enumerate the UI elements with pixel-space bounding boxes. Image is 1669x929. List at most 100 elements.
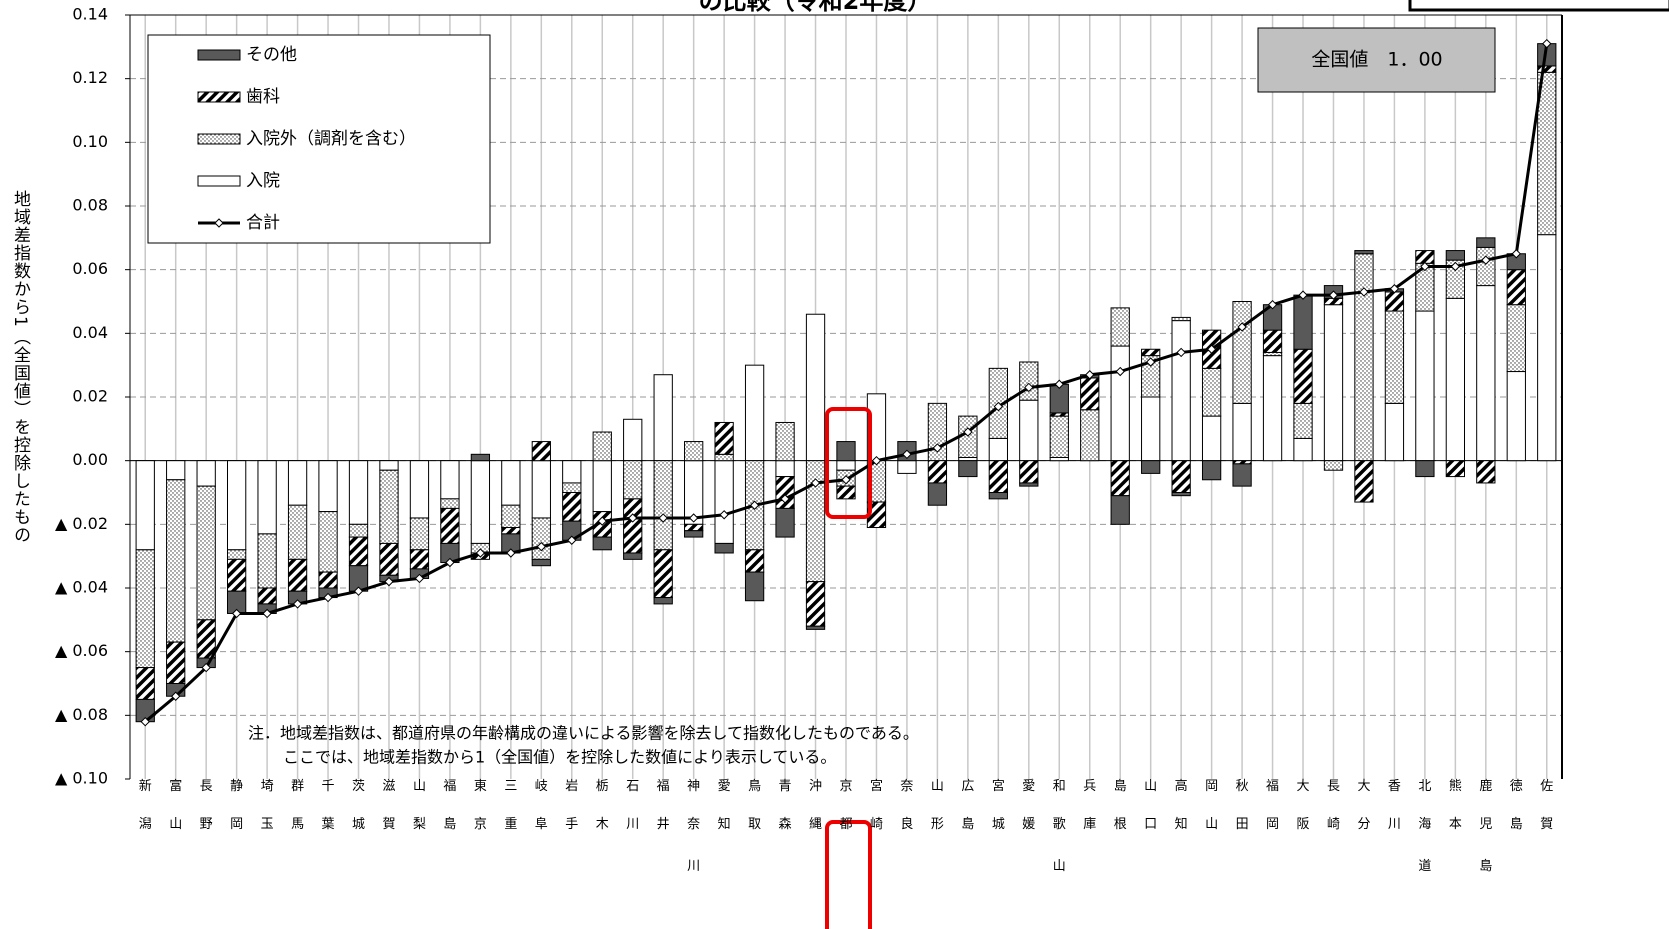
x-tick-label: 宮崎 bbox=[870, 778, 883, 832]
annotation: 全国値 1．00 bbox=[1311, 49, 1442, 71]
bar-segment bbox=[958, 460, 978, 478]
bar-segment bbox=[1415, 250, 1435, 264]
total-marker bbox=[719, 510, 729, 520]
x-tick-label: 広島 bbox=[961, 779, 974, 832]
x-tick-label: 岡山 bbox=[1205, 779, 1218, 832]
bar-segment bbox=[988, 492, 1008, 500]
bar-segment bbox=[1445, 250, 1466, 261]
x-tick-label: 沖縄 bbox=[809, 779, 822, 832]
bar-segment bbox=[135, 460, 155, 551]
bar-segment bbox=[1019, 460, 1039, 484]
total-marker bbox=[1298, 290, 1308, 300]
legend-swatch bbox=[197, 175, 241, 187]
x-tick-label: 京都 bbox=[839, 779, 852, 832]
legend-label: 歯科 bbox=[246, 87, 280, 107]
x-tick-label: 新潟 bbox=[139, 778, 152, 832]
bar-segment bbox=[744, 549, 765, 573]
bar-segment bbox=[440, 460, 460, 500]
bar-segment bbox=[531, 558, 551, 567]
bar-segment bbox=[166, 479, 186, 643]
plot-area bbox=[125, 14, 1563, 780]
bar-segment bbox=[744, 571, 765, 602]
x-tick-label: 福岡 bbox=[1266, 779, 1279, 832]
total-marker bbox=[1054, 379, 1064, 389]
bar-segment bbox=[196, 485, 216, 621]
bar-segment bbox=[440, 507, 460, 544]
bar-segment bbox=[1141, 396, 1161, 462]
bar-segment bbox=[1323, 304, 1344, 462]
x-tick-label: 佐賀 bbox=[1540, 779, 1553, 832]
bar-segment bbox=[1201, 367, 1222, 417]
total-marker bbox=[567, 535, 577, 545]
bar-segment bbox=[775, 460, 795, 478]
chart-title: の比較（令和2年度） bbox=[699, 0, 932, 15]
bar-segment bbox=[379, 469, 399, 544]
x-tick-label: 山形 bbox=[931, 779, 944, 832]
x-tick-label: 滋賀 bbox=[382, 779, 395, 832]
bar-segment bbox=[1019, 361, 1039, 401]
bar-segment bbox=[562, 482, 582, 494]
total-marker bbox=[658, 513, 668, 523]
frame-fragment bbox=[1408, 0, 1669, 12]
total-marker bbox=[1511, 249, 1522, 259]
bar-segment bbox=[744, 364, 765, 462]
total-marker bbox=[292, 599, 303, 609]
bar-segment bbox=[318, 571, 338, 589]
bar-segment bbox=[1110, 460, 1130, 497]
legend-swatch bbox=[197, 49, 241, 61]
bar-segment bbox=[287, 504, 308, 560]
total-marker bbox=[140, 716, 150, 727]
x-tick-label: 長野 bbox=[200, 779, 213, 832]
bar-segment bbox=[1110, 345, 1130, 462]
total-marker bbox=[1176, 347, 1186, 358]
total-marker bbox=[1267, 299, 1278, 310]
total-marker bbox=[1085, 370, 1095, 380]
y-tick-label: ▲ 0.08 bbox=[55, 705, 108, 724]
bar-segment bbox=[623, 498, 643, 554]
total-marker bbox=[475, 548, 486, 558]
total-marker bbox=[384, 576, 394, 587]
x-tick-label: 大阪 bbox=[1297, 779, 1310, 832]
bar-segment bbox=[379, 460, 399, 471]
x-tick-label: 鹿児島 bbox=[1479, 778, 1492, 874]
total-marker bbox=[1024, 382, 1034, 393]
bar-segment bbox=[1506, 371, 1526, 462]
bar-segment bbox=[135, 549, 155, 669]
bar-segment bbox=[592, 460, 612, 513]
total-marker bbox=[871, 455, 882, 466]
bar-segment bbox=[1476, 285, 1496, 462]
bar-segment bbox=[805, 313, 826, 462]
x-tick-label: 千葉 bbox=[322, 779, 335, 832]
bar-segment bbox=[1232, 463, 1252, 487]
legend-swatch bbox=[214, 218, 224, 228]
total-marker bbox=[536, 541, 547, 552]
total-marker bbox=[780, 494, 790, 504]
bar-segment bbox=[1019, 482, 1039, 487]
bar-segment bbox=[318, 460, 338, 513]
x-tick-label: 奈良 bbox=[900, 779, 913, 832]
bar-segment bbox=[623, 460, 643, 500]
bar-segment bbox=[348, 523, 369, 538]
bar-segment bbox=[623, 418, 643, 462]
total-marker bbox=[231, 608, 242, 619]
x-tick-label: 埼玉 bbox=[261, 779, 274, 832]
bar-segment bbox=[1201, 415, 1222, 462]
bar-segment bbox=[1262, 355, 1283, 462]
bar-segment bbox=[470, 453, 491, 462]
total-marker bbox=[597, 516, 607, 526]
x-tick-label: 神奈川 bbox=[687, 779, 700, 874]
bar-segment bbox=[714, 542, 734, 554]
bar-segment bbox=[562, 492, 582, 522]
x-tick-label: 富山 bbox=[169, 778, 182, 832]
bar-segment bbox=[257, 533, 277, 589]
bar-segment bbox=[379, 542, 399, 576]
bar-segment bbox=[501, 504, 521, 529]
bar-segment bbox=[166, 641, 186, 684]
y-tick-label: 0.06 bbox=[72, 259, 108, 278]
bar-segment bbox=[1232, 301, 1252, 404]
bar-segment bbox=[1049, 415, 1069, 458]
total-marker bbox=[506, 548, 516, 558]
bar-segment bbox=[1080, 409, 1100, 462]
x-tick-label: 青森 bbox=[779, 779, 792, 832]
bar-segment bbox=[1171, 320, 1191, 462]
